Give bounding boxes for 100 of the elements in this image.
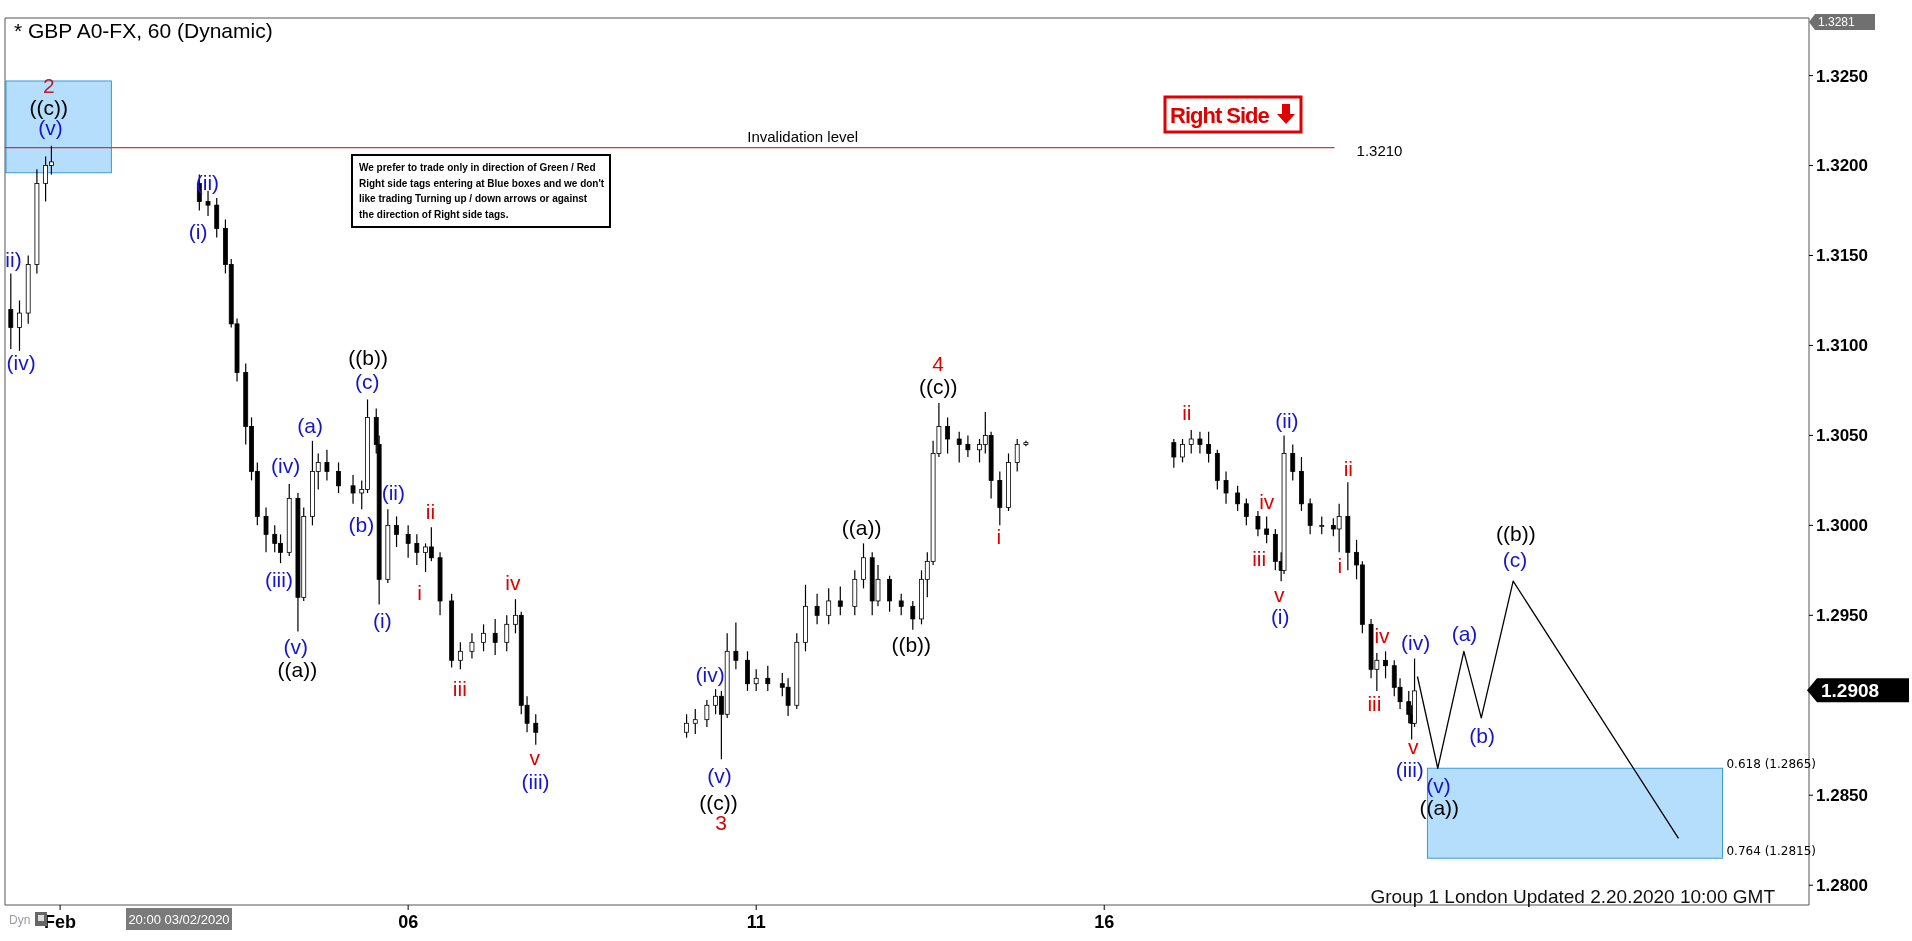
candlestick [765, 665, 771, 692]
candlestick [837, 585, 843, 616]
candlestick [350, 474, 356, 505]
candlestick [684, 713, 689, 739]
candlestick [1206, 431, 1212, 463]
text: Dyn [9, 913, 31, 927]
annotation: Group 1 London Updated 2.20.2020 10:00 GMT [1370, 886, 1776, 907]
annotation: (b) [1469, 723, 1496, 747]
candlestick [469, 632, 475, 660]
annotation: iv [1259, 489, 1275, 513]
candlestick [945, 416, 950, 454]
annotation: iv [505, 571, 521, 595]
annotation: (iv) [1401, 630, 1431, 654]
annotation: v [1407, 734, 1419, 758]
annotation: (iv) [6, 350, 36, 374]
y-tick-label: 1.2800 [1816, 876, 1868, 896]
candlestick [8, 272, 14, 350]
candlestick [745, 650, 750, 692]
annotation: v [1274, 583, 1286, 607]
annotation: i [1337, 554, 1343, 578]
text: 20:00 03/02/2020 [128, 912, 230, 927]
annotation: (v) [283, 634, 309, 658]
x-tick-label: 16 [1094, 912, 1115, 932]
candlestick [733, 621, 739, 670]
annotation: (c) [355, 370, 380, 394]
candlestick [414, 533, 420, 566]
annotation: 0.618 (1.2865) [1726, 756, 1817, 771]
annotation: iii [452, 677, 467, 701]
annotation: ((b)) [891, 633, 932, 657]
annotation: ii [1343, 456, 1354, 480]
annotation: 4 [932, 351, 945, 375]
x-tick-label: 06 [398, 912, 419, 932]
candlestick [533, 713, 539, 746]
y-tick-label: 1.3200 [1816, 156, 1868, 176]
annotation: (iv) [695, 662, 725, 686]
y-tick-label: 1.3250 [1816, 66, 1868, 86]
candlestick [1223, 470, 1229, 505]
annotation: ((a)) [841, 516, 882, 540]
annotation: (iii) [1395, 757, 1424, 781]
annotation: (b) [348, 512, 375, 536]
candlestick [861, 542, 866, 589]
annotation: ii [425, 500, 436, 524]
y-tick-label: 1.3050 [1816, 426, 1868, 446]
annotation: (i) [188, 220, 208, 244]
annotation: (c) [1502, 548, 1528, 572]
candlestick [1197, 431, 1203, 454]
y-tick-label: 1.2850 [1816, 786, 1868, 806]
candlestick [405, 524, 411, 559]
annotation: (iii) [521, 769, 550, 793]
candlestick [1188, 429, 1194, 454]
annotation: (ii) [1275, 409, 1299, 433]
candlestick [214, 197, 220, 239]
candlestick [814, 593, 820, 625]
annotation: i [996, 524, 1002, 548]
candlestick [704, 699, 710, 728]
annotation: (ii) [381, 480, 406, 504]
candlestick [965, 434, 971, 458]
candlestick [457, 641, 463, 670]
candlestick [1180, 438, 1185, 463]
candlestick [1243, 497, 1249, 526]
text: 1.2908 [1821, 680, 1880, 702]
candlestick [492, 618, 498, 656]
annotation: iii [1367, 691, 1382, 715]
annotation: i [417, 580, 422, 604]
annotation: (v) [707, 763, 732, 787]
annotation: ((b)) [1496, 522, 1536, 546]
candlestick [17, 299, 22, 352]
candlestick [1383, 650, 1388, 679]
y-tick-label: 1.3100 [1816, 336, 1868, 356]
candlestick [910, 600, 916, 631]
candlestick [956, 431, 962, 463]
annotation: ((a)) [277, 657, 318, 681]
candlestick [1307, 497, 1313, 535]
candlestick [753, 668, 759, 692]
annotation: v [529, 745, 541, 769]
candlestick [898, 593, 904, 616]
annotation: ((b)) [348, 345, 388, 369]
annotation: 1.3210 [1356, 142, 1403, 160]
candlestick [1290, 443, 1296, 481]
annotation: ((c)) [29, 95, 69, 119]
ref-line-label: Invalidation level [747, 127, 859, 145]
y-tick-label: 1.3150 [1816, 246, 1868, 266]
y-tick-label: 1.3000 [1816, 516, 1868, 536]
y-tick-label: 1.2950 [1816, 606, 1868, 626]
candlestick [1255, 510, 1261, 537]
candlestick [324, 449, 330, 481]
annotation: (i) [373, 609, 392, 633]
annotation: (a) [1451, 622, 1478, 646]
text: 1.3281 [1818, 15, 1856, 29]
annotation: (iv) [271, 454, 301, 478]
x-tick-label: 11 [746, 912, 766, 932]
candlestick [1235, 485, 1241, 512]
candlestick [1264, 515, 1270, 544]
annotation: iv [1374, 623, 1391, 647]
candlestick [826, 587, 832, 625]
annotation: iii [1252, 546, 1267, 570]
candlestick [263, 506, 269, 553]
annotation: (i) [1270, 605, 1290, 629]
annotation: 2 [42, 73, 55, 97]
annotation: (iii) [264, 567, 293, 591]
